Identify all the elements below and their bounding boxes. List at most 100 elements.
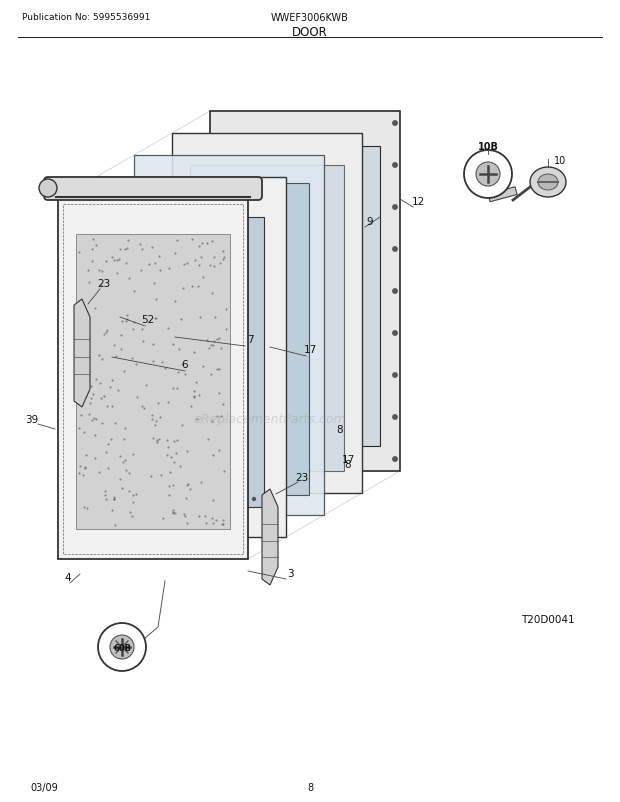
Point: [78, 469, 88, 482]
Point: [120, 244, 130, 257]
Point: [108, 493, 118, 506]
Point: [182, 479, 192, 492]
Text: 60B: 60B: [113, 644, 131, 653]
Point: [194, 241, 204, 253]
Point: [213, 363, 223, 376]
Point: [138, 334, 148, 347]
Point: [151, 312, 161, 325]
Point: [111, 350, 121, 363]
Point: [110, 417, 120, 430]
Bar: [134, 156, 324, 516]
Point: [87, 388, 97, 401]
Point: [154, 432, 164, 445]
Point: [212, 410, 222, 423]
Point: [113, 383, 123, 396]
Point: [109, 254, 119, 267]
Point: [187, 233, 197, 246]
Bar: [210, 111, 400, 472]
Point: [156, 265, 166, 277]
Point: [103, 462, 113, 475]
Point: [196, 476, 206, 488]
Text: 8: 8: [307, 782, 313, 792]
Text: 23: 23: [97, 278, 110, 289]
Point: [168, 507, 178, 520]
Point: [97, 417, 107, 430]
Point: [148, 355, 158, 368]
Bar: [63, 205, 243, 554]
Point: [174, 343, 184, 356]
Point: [89, 429, 99, 442]
Point: [102, 400, 112, 413]
Point: [116, 330, 126, 342]
Text: 23: 23: [295, 472, 309, 482]
Circle shape: [393, 164, 397, 168]
Point: [79, 426, 89, 439]
Point: [117, 316, 126, 329]
Point: [156, 469, 166, 482]
Point: [210, 261, 219, 273]
Point: [198, 361, 208, 374]
Point: [147, 409, 157, 422]
Point: [211, 514, 221, 527]
Text: 03/09: 03/09: [30, 782, 58, 792]
Circle shape: [393, 248, 397, 252]
Point: [168, 506, 178, 519]
Point: [164, 480, 174, 492]
Point: [208, 494, 218, 507]
Point: [219, 465, 229, 478]
Ellipse shape: [538, 175, 558, 191]
Point: [208, 339, 218, 352]
Point: [115, 244, 125, 257]
Point: [82, 264, 92, 277]
Point: [221, 323, 231, 336]
Point: [172, 434, 182, 447]
Point: [151, 293, 161, 306]
Point: [213, 332, 223, 345]
Point: [207, 287, 217, 300]
Point: [100, 485, 110, 498]
Bar: [58, 200, 248, 559]
Point: [127, 352, 137, 365]
Circle shape: [393, 457, 397, 462]
Text: 4: 4: [64, 573, 71, 582]
Circle shape: [126, 498, 130, 501]
Point: [128, 285, 138, 298]
Bar: [118, 217, 264, 508]
Point: [208, 236, 218, 249]
Text: 52: 52: [141, 314, 154, 325]
Point: [218, 518, 228, 531]
Text: 10: 10: [554, 156, 566, 166]
Point: [207, 415, 217, 428]
Point: [83, 339, 93, 352]
Point: [148, 241, 157, 254]
Point: [180, 510, 190, 523]
Point: [80, 461, 90, 474]
Point: [97, 354, 107, 367]
Point: [185, 483, 195, 496]
FancyBboxPatch shape: [44, 178, 262, 200]
Point: [99, 329, 108, 342]
Point: [169, 435, 179, 448]
Point: [105, 381, 115, 394]
Point: [203, 432, 213, 445]
Point: [170, 295, 180, 308]
Circle shape: [393, 122, 397, 126]
Text: 10B: 10B: [477, 142, 498, 152]
Text: 8: 8: [345, 460, 352, 469]
Circle shape: [39, 180, 57, 198]
Point: [79, 500, 89, 513]
Point: [112, 255, 122, 268]
Text: 8: 8: [337, 424, 343, 435]
Text: 7: 7: [247, 334, 254, 345]
Point: [168, 383, 178, 395]
Point: [74, 467, 84, 480]
Point: [206, 339, 216, 352]
Circle shape: [476, 163, 500, 187]
Point: [97, 392, 107, 405]
Point: [197, 237, 207, 250]
Point: [117, 343, 126, 356]
Circle shape: [393, 205, 397, 210]
Point: [153, 435, 162, 448]
Point: [88, 233, 98, 246]
Point: [208, 449, 218, 462]
